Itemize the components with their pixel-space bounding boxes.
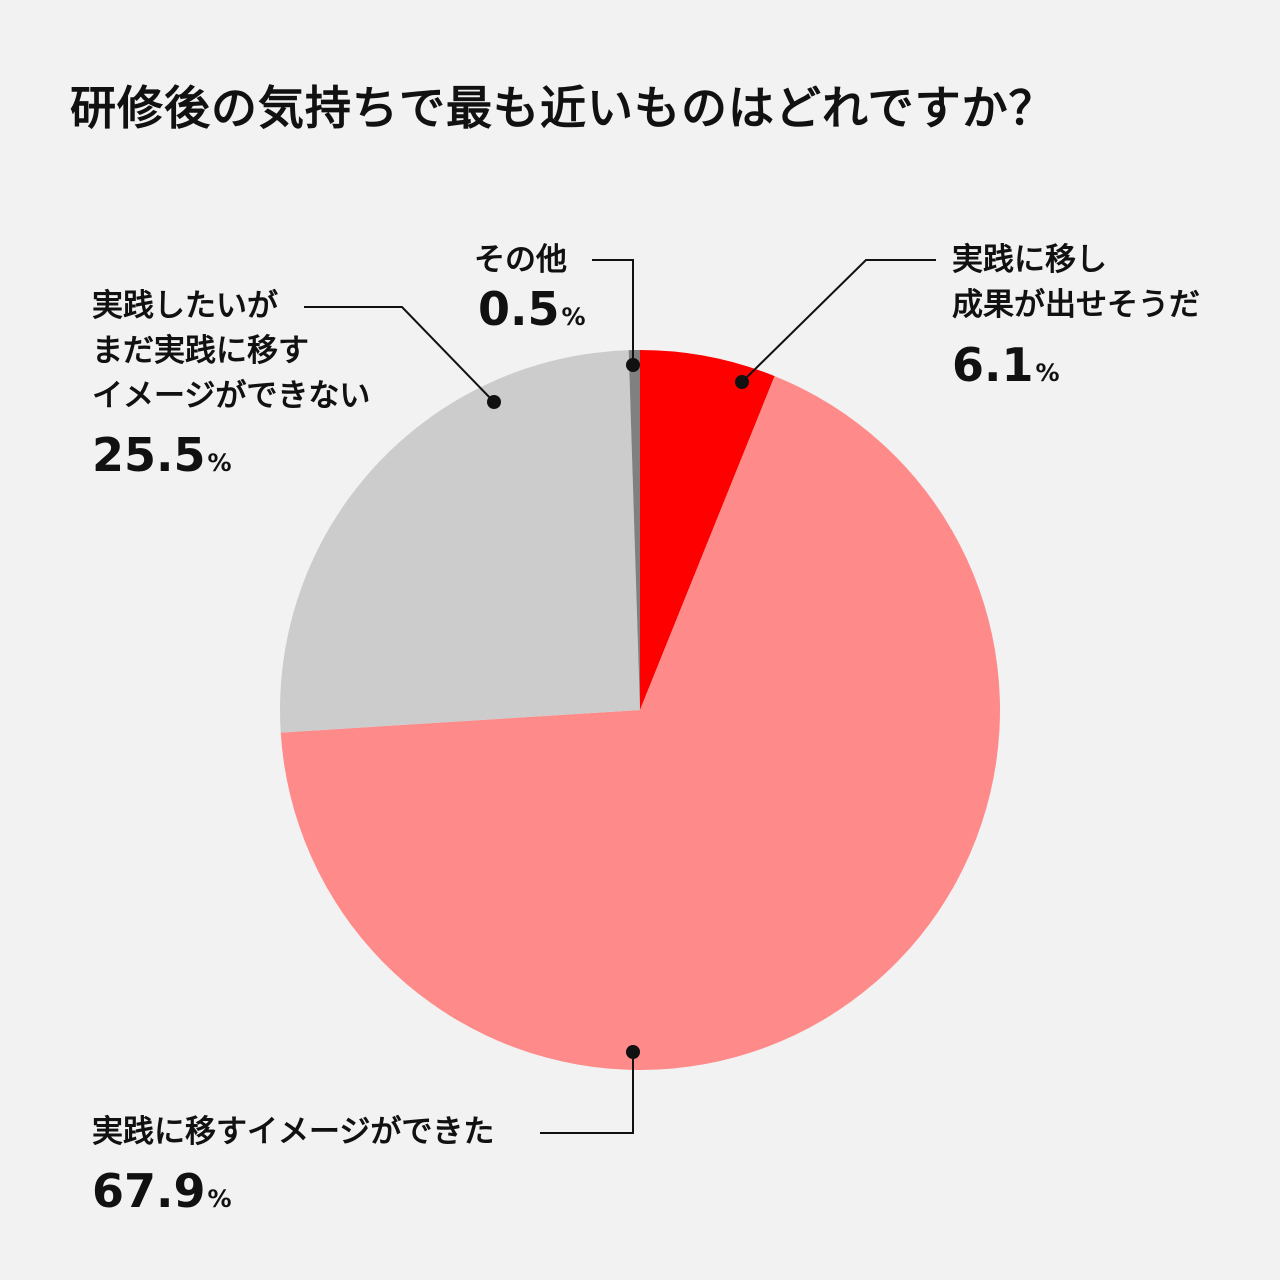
pie-slice-0 bbox=[640, 350, 775, 710]
label-slice-1: 実践に移すイメージができた bbox=[92, 1114, 495, 1150]
value-slice-0: 6.1% bbox=[952, 338, 1060, 392]
pie-slice-2 bbox=[280, 350, 640, 733]
value-slice-3: 0.5% bbox=[478, 282, 586, 336]
value-slice-1: 67.9% bbox=[92, 1164, 232, 1218]
label-slice-2: 実践したいが まだ実践に移す イメージができない bbox=[92, 288, 371, 414]
chart-title: 研修後の気持ちで最も近いものはどれですか？ bbox=[70, 81, 1056, 135]
value-slice-2: 25.5% bbox=[92, 428, 232, 482]
pie-slice-1 bbox=[280, 376, 1000, 1070]
leader-dot-2 bbox=[487, 395, 501, 409]
leader-line-1 bbox=[540, 1052, 634, 1134]
leader-line-3 bbox=[592, 259, 634, 365]
leader-dot-0 bbox=[735, 375, 749, 389]
leader-line-0 bbox=[741, 259, 936, 383]
label-slice-3: その他 bbox=[474, 242, 567, 278]
label-slice-0: 実践に移し 成果が出せそうだ bbox=[952, 242, 1200, 323]
leader-line-2 bbox=[304, 306, 495, 403]
leader-dot-3 bbox=[626, 358, 640, 372]
leader-dot-1 bbox=[626, 1045, 640, 1059]
pie-slice-3 bbox=[628, 350, 640, 710]
